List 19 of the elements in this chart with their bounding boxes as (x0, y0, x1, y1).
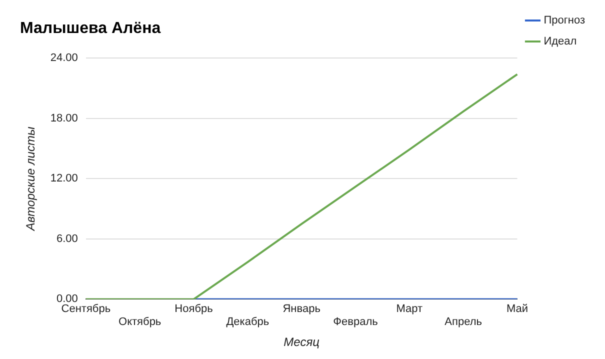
legend-label: Идеал (544, 36, 577, 48)
x-tick-label: Сентябрь (61, 302, 111, 315)
x-tick-label: Январь (282, 302, 321, 315)
x-tick-label: Май (506, 302, 528, 315)
y-tick-label: 0.00 (56, 293, 78, 306)
chart-title: Малышева Алёна (20, 20, 161, 38)
y-tick-label: 24.00 (50, 52, 78, 64)
x-axis-title: Месяц (284, 335, 320, 350)
x-tick-label: Октябрь (118, 316, 162, 328)
x-tick-label: Декабрь (226, 316, 270, 328)
y-tick-label: 18.00 (50, 112, 78, 124)
x-tick-label: Апрель (444, 316, 482, 328)
x-tick-label: Ноябрь (174, 302, 214, 315)
y-axis-title: Авторские листы (24, 126, 38, 232)
y-tick-label: 6.00 (56, 232, 78, 245)
y-tick-label: 12.00 (50, 172, 78, 185)
x-tick-label: Март (396, 302, 423, 315)
x-tick-label: Февраль (333, 316, 378, 328)
legend-label: Прогноз (544, 14, 586, 27)
